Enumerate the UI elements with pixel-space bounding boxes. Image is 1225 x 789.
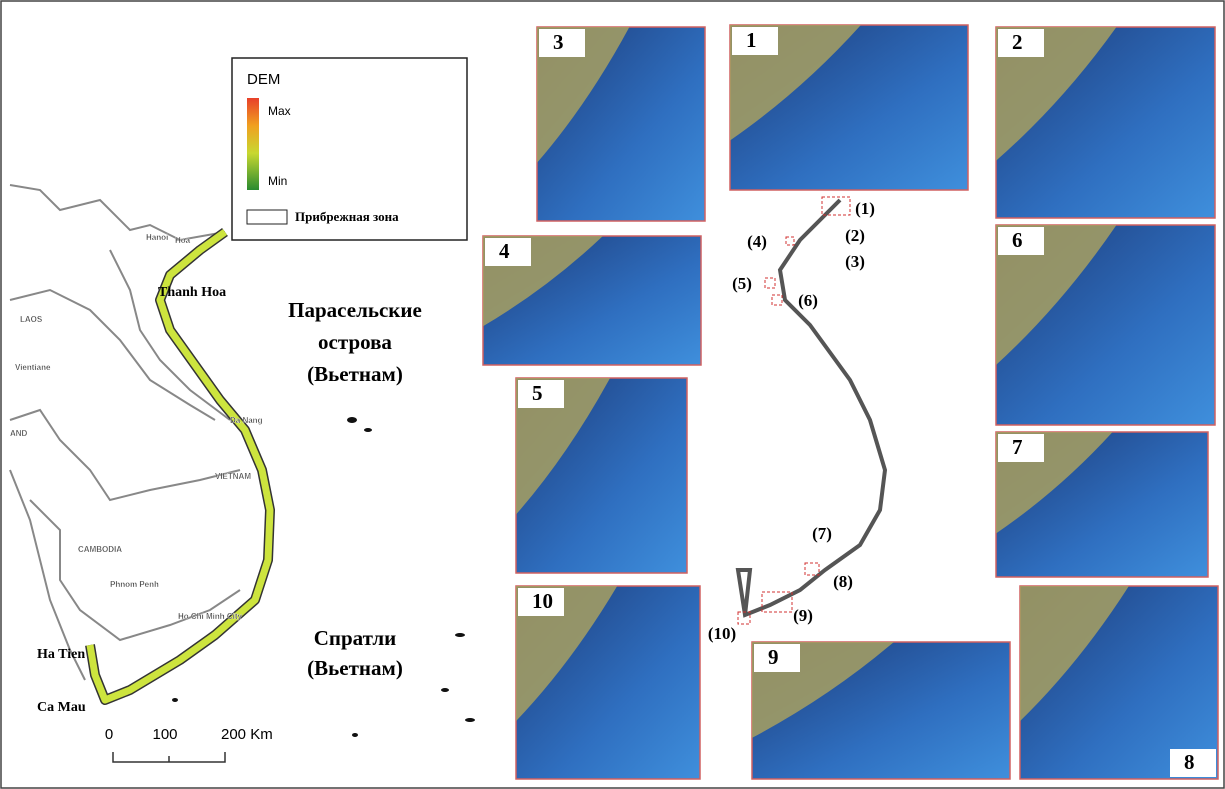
inset: 2: [996, 27, 1215, 218]
legend-zone: Прибрежная зона: [295, 209, 399, 224]
site-marker: [765, 278, 775, 288]
inset-number: 9: [768, 645, 779, 669]
small-place-label: Hoa: [175, 236, 191, 245]
site-marker: [772, 295, 782, 305]
coast-label: (7): [812, 524, 832, 543]
small-place-label: Phnom Penh: [110, 580, 159, 589]
legend-max: Max: [268, 104, 291, 118]
inset-number: 4: [499, 239, 510, 263]
coast-label: (3): [845, 252, 865, 271]
coast-label: (8): [833, 572, 853, 591]
islands: [172, 417, 475, 737]
place-label: Thanh Hoa: [158, 285, 226, 300]
inset: 9: [752, 642, 1010, 779]
small-place-label: CAMBODIA: [78, 545, 122, 554]
inset: 8: [1020, 586, 1218, 779]
scale-label: 200 Km: [221, 726, 273, 743]
paracel-label: (Вьетнам): [307, 362, 403, 386]
small-place-label: AND: [10, 429, 28, 438]
inset-number: 5: [532, 381, 543, 405]
inset: 1: [730, 25, 968, 190]
small-place-label: Da Nang: [230, 416, 263, 425]
site-marker: [786, 237, 794, 245]
coast-label: (2): [845, 226, 865, 245]
small-place-label: Vientiane: [15, 363, 51, 372]
dem-ramp: [247, 98, 259, 190]
coast-label: (1): [855, 199, 875, 218]
inset: 3: [537, 27, 705, 221]
coast-label: (10): [708, 624, 736, 643]
coast-label: (9): [793, 606, 813, 625]
inset-number: 3: [553, 30, 564, 54]
coastal-zone: [90, 232, 270, 700]
paracel-label: Парасельские: [288, 298, 422, 322]
inset: 10: [516, 586, 700, 779]
spratly-label: (Вьетнам): [307, 656, 403, 680]
figure: DEM Max Min Прибрежная зона Thanh Hoa Ha Tien…: [0, 0, 1225, 789]
legend-min: Min: [268, 174, 287, 188]
inset: 7: [996, 432, 1208, 577]
spratly-label: Спратли: [314, 626, 397, 650]
paracel-label: острова: [318, 330, 392, 354]
scale-label: 0: [105, 726, 113, 743]
site-marker: [805, 563, 819, 575]
zone-swatch: [247, 210, 287, 224]
inset-number: 8: [1184, 750, 1195, 774]
coast-label: (6): [798, 291, 818, 310]
inset-number: 10: [532, 589, 553, 613]
inset: 5: [516, 378, 687, 573]
small-place-label: LAOS: [20, 315, 43, 324]
scale-bar: [113, 752, 225, 762]
inset-number: 7: [1012, 435, 1023, 459]
scale-label: 100: [152, 726, 177, 743]
inset-number: 6: [1012, 228, 1023, 252]
place-label: Ha Tien: [37, 647, 85, 662]
small-place-label: Hanoi: [146, 233, 168, 242]
coast-label: (4): [747, 232, 767, 251]
small-place-label: Ho Chi Minh City: [178, 612, 243, 621]
inset-number: 2: [1012, 30, 1023, 54]
base-map: [10, 185, 240, 680]
small-place-label: VIETNAM: [215, 472, 251, 481]
inset-number: 1: [746, 28, 757, 52]
place-label: Ca Mau: [37, 700, 86, 715]
inset: 4: [483, 236, 701, 365]
legend-title: DEM: [247, 71, 280, 88]
coast-label: (5): [732, 274, 752, 293]
inset: 6: [996, 225, 1215, 425]
coastal-zone-fill: [90, 232, 270, 700]
